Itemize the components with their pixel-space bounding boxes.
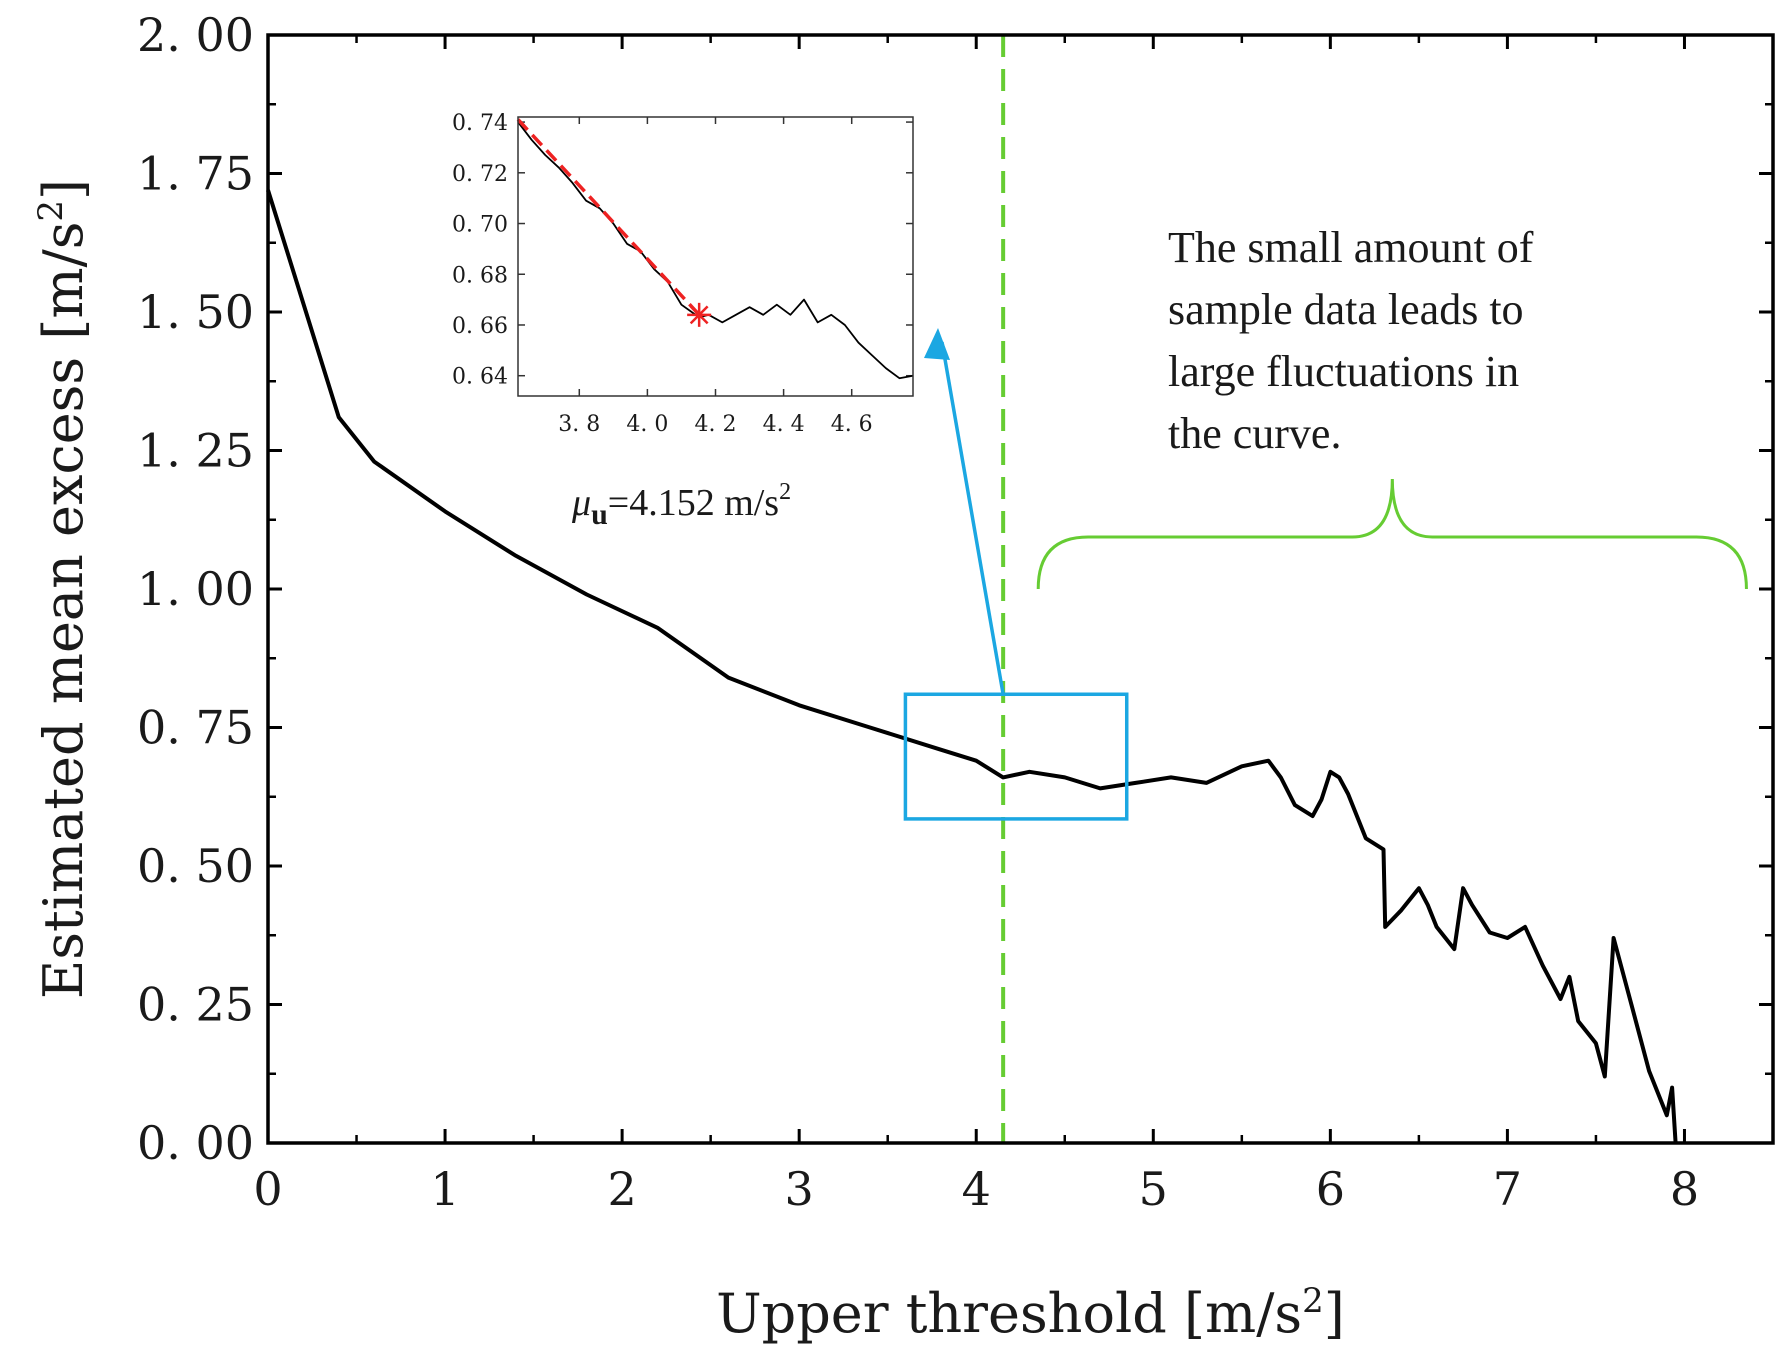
x-tick-label: 2 bbox=[607, 1162, 636, 1216]
y-axis-title: Estimated mean excess [m/s2] bbox=[31, 179, 95, 999]
inset-y-tick-label: 0. 68 bbox=[452, 263, 508, 288]
inset-y-tick-label: 0. 70 bbox=[452, 213, 508, 238]
y-axis-title-sup: 2 bbox=[31, 200, 71, 222]
x-axis-title: Upper threshold [m/s2] bbox=[716, 1281, 1345, 1345]
inset-plot: 3. 8 4. 0 4. 2 4. 4 4. 6 0. 64 0. 66 0. 68 0. 70… bbox=[452, 111, 914, 437]
y-tick-label: 1. 75 bbox=[137, 147, 254, 201]
curly-brace bbox=[1036, 478, 1748, 590]
main-tick-labels: 0 1 2 3 4 5 6 7 8 0. 00 0. 25 0. 50 0. 75 1. 00 1. 25 1… bbox=[137, 8, 1699, 1216]
x-tick-label: 0 bbox=[253, 1162, 282, 1216]
y-axis-title-close: ] bbox=[32, 179, 95, 200]
inset-x-tick-label: 4. 0 bbox=[626, 412, 668, 437]
inset-y-tick-label: 0. 66 bbox=[452, 314, 508, 339]
y-tick-label: 0. 50 bbox=[137, 839, 254, 893]
inset-y-tick-label: 0. 72 bbox=[452, 162, 508, 187]
inset-x-tick-label: 4. 6 bbox=[831, 412, 873, 437]
y-tick-label: 1. 25 bbox=[137, 424, 254, 478]
inset-x-tick-label: 3. 8 bbox=[558, 412, 600, 437]
x-tick-label: 3 bbox=[785, 1162, 814, 1216]
inset-y-tick-label: 0. 64 bbox=[452, 365, 508, 390]
inset-tick-labels: 3. 8 4. 0 4. 2 4. 4 4. 6 0. 64 0. 66 0. 68 0. 70… bbox=[452, 111, 873, 437]
x-tick-label: 5 bbox=[1139, 1162, 1168, 1216]
y-axis-title-main: Estimated mean excess [m/s bbox=[32, 222, 95, 1000]
inset-y-tick-label: 0. 74 bbox=[452, 111, 508, 136]
y-tick-label: 2. 00 bbox=[137, 8, 254, 62]
annotation-line: large fluctuations in bbox=[1168, 347, 1519, 396]
x-tick-label: 4 bbox=[962, 1162, 991, 1216]
threshold-label-sub: u bbox=[591, 498, 608, 531]
x-axis-title-main: Upper threshold [m/s bbox=[716, 1282, 1302, 1345]
inset-fit-line bbox=[516, 118, 701, 316]
threshold-label-value: =4.152 m/s bbox=[608, 482, 779, 524]
annotation-line: The small amount of bbox=[1168, 223, 1534, 272]
x-tick-label: 8 bbox=[1670, 1162, 1699, 1216]
zoom-arrow bbox=[940, 341, 1005, 695]
inset-x-tick-label: 4. 2 bbox=[695, 412, 737, 437]
inset-series-layer bbox=[516, 118, 914, 380]
x-axis-title-close: ] bbox=[1324, 1282, 1345, 1345]
threshold-label-sup: 2 bbox=[779, 479, 791, 505]
x-tick-label: 6 bbox=[1316, 1162, 1345, 1216]
annotation-line: sample data leads to bbox=[1168, 285, 1524, 334]
annotation-text: The small amount of sample data leads to l… bbox=[1168, 223, 1534, 458]
annotation-line: the curve. bbox=[1168, 409, 1341, 458]
y-tick-label: 0. 25 bbox=[137, 978, 254, 1032]
inset-background bbox=[518, 117, 913, 396]
y-tick-label: 1. 00 bbox=[137, 562, 254, 616]
inset-marker-asterisk bbox=[687, 302, 712, 327]
inset-series-line bbox=[517, 121, 914, 380]
highlight-box bbox=[903, 692, 1129, 821]
inset-frame bbox=[517, 116, 914, 397]
zoom-arrow-head bbox=[924, 328, 950, 360]
x-tick-label: 1 bbox=[430, 1162, 459, 1216]
main-plot-frame bbox=[266, 33, 1775, 1145]
x-tick-label: 7 bbox=[1493, 1162, 1522, 1216]
main-series-line bbox=[266, 189, 1678, 1144]
y-tick-label: 0. 00 bbox=[137, 1116, 254, 1170]
y-tick-label: 0. 75 bbox=[137, 701, 254, 755]
threshold-label: μu=4.152 m/s2 bbox=[571, 479, 791, 531]
threshold-label-mu: μ bbox=[571, 482, 591, 524]
x-axis-title-sup: 2 bbox=[1302, 1281, 1324, 1321]
main-series-layer bbox=[266, 189, 1678, 1144]
main-annotations-layer bbox=[903, 35, 1748, 1143]
y-tick-label: 1. 50 bbox=[137, 285, 254, 339]
inset-x-tick-label: 4. 4 bbox=[763, 412, 805, 437]
asterisk-stroke bbox=[689, 305, 709, 325]
